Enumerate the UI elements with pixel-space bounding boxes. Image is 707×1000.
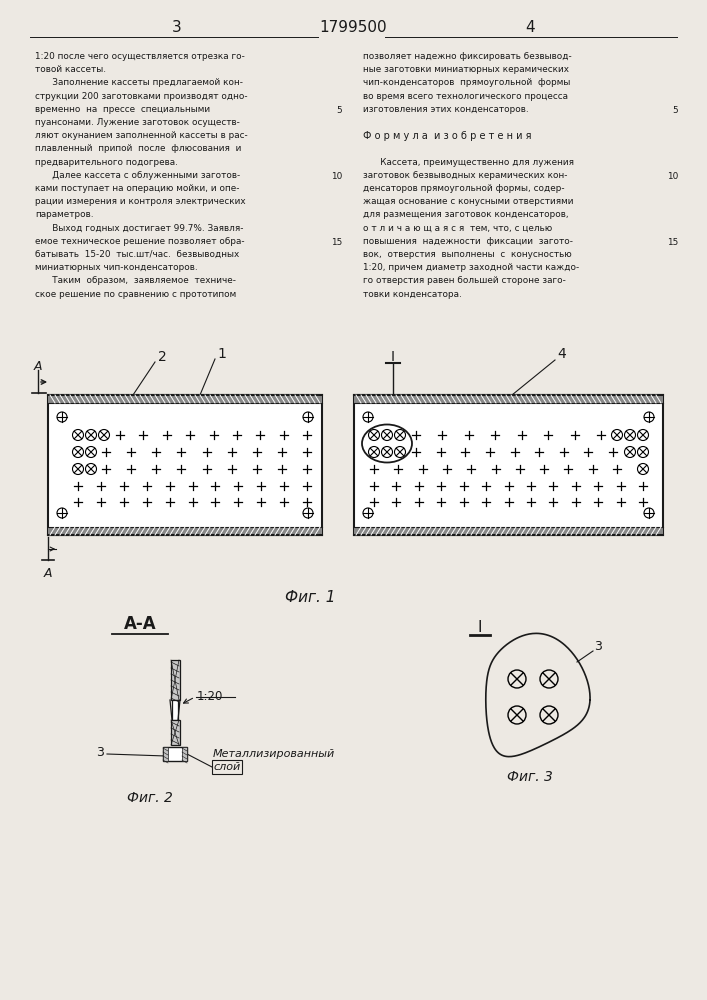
Bar — [212, 760, 242, 774]
Bar — [48, 395, 322, 403]
Bar — [163, 747, 187, 761]
Text: Ф о р м у л а  и з о б р е т е н и я: Ф о р м у л а и з о б р е т е н и я — [363, 131, 532, 141]
Text: А-А: А-А — [124, 615, 156, 633]
Text: 10: 10 — [331, 172, 342, 181]
Text: товой кассеты.: товой кассеты. — [35, 65, 106, 74]
Text: I: I — [478, 620, 482, 635]
Text: A: A — [34, 360, 42, 372]
Text: позволяет надежно фиксировать безвывод-: позволяет надежно фиксировать безвывод- — [363, 52, 572, 61]
Bar — [354, 395, 663, 403]
Text: Кассета, преимущественно для лужения: Кассета, преимущественно для лужения — [363, 158, 574, 167]
Text: го отверстия равен большей стороне заго-: го отверстия равен большей стороне заго- — [363, 276, 566, 285]
Text: плавленный  припой  после  флюсования  и: плавленный припой после флюсования и — [35, 144, 241, 153]
Text: повышения  надежности  фиксации  загото-: повышения надежности фиксации загото- — [363, 237, 573, 246]
Text: 15: 15 — [667, 238, 678, 247]
Text: Далее кассета с облуженными заготов-: Далее кассета с облуженными заготов- — [35, 171, 240, 180]
Text: параметров.: параметров. — [35, 210, 93, 219]
Text: о т л и ч а ю щ а я с я  тем, что, с целью: о т л и ч а ю щ а я с я тем, что, с цель… — [363, 224, 552, 233]
Text: для размещения заготовок конденсаторов,: для размещения заготовок конденсаторов, — [363, 210, 568, 219]
Text: Фиг. 2: Фиг. 2 — [127, 791, 173, 805]
Text: батывать  15-20  тыс.шт/час.  безвыводных: батывать 15-20 тыс.шт/час. безвыводных — [35, 250, 239, 259]
Text: 1: 1 — [218, 347, 226, 361]
Text: Таким  образом,  заявляемое  техниче-: Таким образом, заявляемое техниче- — [35, 276, 236, 285]
Text: 5: 5 — [672, 106, 678, 115]
Bar — [171, 720, 180, 745]
Text: A: A — [44, 567, 52, 580]
Text: 4: 4 — [558, 347, 566, 361]
Text: вок,  отверстия  выполнены  с  конусностью: вок, отверстия выполнены с конусностью — [363, 250, 572, 259]
Text: 4: 4 — [525, 20, 534, 35]
Text: 10: 10 — [667, 172, 678, 181]
Text: 3: 3 — [172, 20, 182, 35]
Text: 3: 3 — [96, 746, 104, 758]
Text: ные заготовки миниатюрных керамических: ные заготовки миниатюрных керамических — [363, 65, 569, 74]
Text: Выход годных достигает 99.7%. Заявля-: Выход годных достигает 99.7%. Заявля- — [35, 224, 243, 233]
Text: Фиг. 1: Фиг. 1 — [285, 590, 335, 605]
Text: Фиг. 3: Фиг. 3 — [507, 770, 553, 784]
Text: I: I — [391, 350, 395, 364]
Text: Металлизированный: Металлизированный — [213, 749, 335, 759]
Text: 1:20 после чего осуществляется отрезка го-: 1:20 после чего осуществляется отрезка г… — [35, 52, 245, 61]
Text: денсаторов прямоугольной формы, содер-: денсаторов прямоугольной формы, содер- — [363, 184, 565, 193]
Bar — [171, 660, 180, 700]
Text: ское решение по сравнению с прототипом: ское решение по сравнению с прототипом — [35, 290, 236, 299]
Text: емое техническое решение позволяет обра-: емое техническое решение позволяет обра- — [35, 237, 245, 246]
Text: рации измерения и контроля электрических: рации измерения и контроля электрических — [35, 197, 245, 206]
Text: Заполнение кассеты предлагаемой кон-: Заполнение кассеты предлагаемой кон- — [35, 78, 243, 87]
Bar — [48, 527, 322, 535]
Text: струкции 200 заготовками производят одно-: струкции 200 заготовками производят одно… — [35, 92, 247, 101]
Bar — [163, 747, 168, 761]
Text: ляют окунанием заполненной кассеты в рас-: ляют окунанием заполненной кассеты в рас… — [35, 131, 247, 140]
Text: изготовления этих конденсаторов.: изготовления этих конденсаторов. — [363, 105, 529, 114]
Bar — [354, 395, 663, 535]
Bar — [172, 700, 178, 720]
Text: во время всего технологического процесса: во время всего технологического процесса — [363, 92, 568, 101]
Text: 1:20: 1:20 — [197, 690, 223, 702]
Bar — [182, 747, 187, 761]
Text: ками поступает на операцию мойки, и опе-: ками поступает на операцию мойки, и опе- — [35, 184, 240, 193]
Text: товки конденсатора.: товки конденсатора. — [363, 290, 462, 299]
Text: жащая основание с конусными отверстиями: жащая основание с конусными отверстиями — [363, 197, 573, 206]
Bar — [48, 395, 322, 535]
Text: пуансонами. Лужение заготовок осуществ-: пуансонами. Лужение заготовок осуществ- — [35, 118, 240, 127]
Text: 3: 3 — [594, 641, 602, 654]
Text: 2: 2 — [158, 350, 166, 364]
Text: 15: 15 — [331, 238, 342, 247]
Text: заготовок безвыводных керамических кон-: заготовок безвыводных керамических кон- — [363, 171, 568, 180]
Text: временно  на  прессе  специальными: временно на прессе специальными — [35, 105, 210, 114]
Text: предварительного подогрева.: предварительного подогрева. — [35, 158, 178, 167]
Text: 1:20, причем диаметр заходной части каждо-: 1:20, причем диаметр заходной части кажд… — [363, 263, 579, 272]
Text: слой: слой — [213, 762, 240, 772]
Text: 5: 5 — [337, 106, 342, 115]
Text: миниатюрных чип-конденсаторов.: миниатюрных чип-конденсаторов. — [35, 263, 198, 272]
Text: чип-конденсаторов  прямоугольной  формы: чип-конденсаторов прямоугольной формы — [363, 78, 571, 87]
Text: 1799500: 1799500 — [319, 20, 387, 35]
Bar — [354, 527, 663, 535]
